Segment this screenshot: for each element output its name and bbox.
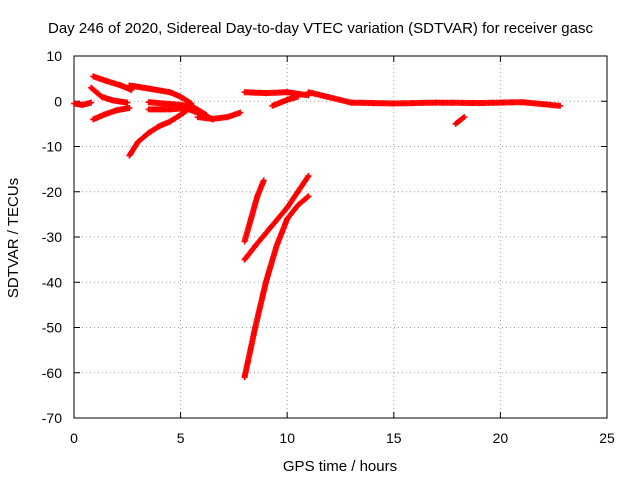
data-point [124,99,131,106]
data-series [452,114,468,127]
axis-ticks: 0 5 10 15 20 25 10 0 -10 -20 -30 -40 -50 -60 -70 [42,48,615,446]
data-point [305,172,312,179]
x-axis-label: GPS time / hours [283,458,397,475]
y-tick-label: 0 [54,93,62,109]
y-tick-label: -50 [42,320,62,336]
y-tick-label: -20 [42,184,62,200]
x-tick-label: 25 [599,430,615,446]
y-tick-label: -10 [42,139,62,155]
data-series [241,89,312,99]
y-tick-label: 10 [46,48,62,64]
data-point [461,114,468,121]
y-tick-label: -60 [42,365,62,381]
data-point [126,105,133,111]
data-series [269,93,301,109]
x-tick-label: 10 [279,430,295,446]
y-tick-label: -40 [42,274,62,290]
data-point [294,93,301,100]
y-axis-label: SDTVAR / TECUs [5,178,22,298]
chart-title: Day 246 of 2020, Sidereal Day-to-day VTE… [48,20,593,37]
x-tick-label: 20 [493,430,509,446]
data-series [88,84,131,106]
data-series [90,105,133,123]
data-series [126,107,190,159]
data-series [194,109,244,122]
data-point [88,99,95,106]
data-series [71,99,95,108]
x-tick-label: 15 [386,430,402,446]
data-series [241,193,312,381]
y-tick-label: -30 [42,229,62,245]
data-points [71,73,564,381]
data-point [557,102,564,109]
x-tick-label: 0 [70,430,78,446]
data-point [305,193,312,200]
y-tick-label: -70 [42,410,62,426]
data-point [237,109,244,116]
data-series [241,172,312,263]
data-series [241,177,267,245]
data-point [260,177,267,184]
x-tick-label: 5 [177,430,185,446]
data-series [305,89,564,109]
data-series [126,82,195,107]
